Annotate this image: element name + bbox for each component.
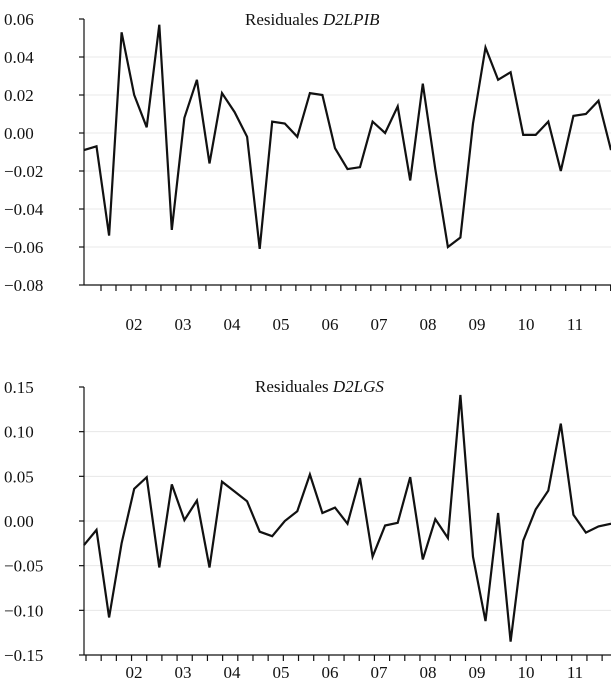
x-tick-label: 06: [322, 315, 339, 334]
y-tick-label: −0.08: [4, 276, 43, 295]
x-tick-label: 10: [518, 315, 535, 334]
chart-title-series: D2LGS: [332, 377, 385, 396]
y-tick-label: −0.10: [4, 601, 43, 620]
x-tick-label: 04: [224, 663, 242, 682]
y-tick-label: 0.04: [4, 48, 34, 67]
chart-panel-d2lgs: Residuales D2LGS 0.15 0.10 0.05 0.00 −0.05 −0…: [4, 377, 611, 682]
x-tick-label: 02: [126, 663, 143, 682]
x-tick-label: 10: [518, 663, 535, 682]
x-tick-label: 08: [420, 663, 437, 682]
x-tick-label: 04: [224, 315, 242, 334]
residual-series-line: [83, 394, 611, 642]
residual-series-line: [83, 24, 611, 250]
chart-title: Residuales D2LPIB: [245, 10, 380, 29]
x-tick-label: 11: [567, 315, 583, 334]
x-tick-label: 07: [371, 663, 389, 682]
y-tick-label: 0.06: [4, 10, 34, 29]
y-tick-label: 0.05: [4, 467, 34, 486]
x-tick-label: 05: [273, 315, 290, 334]
chart-title-series: D2LPIB: [322, 10, 380, 29]
chart-panel-d2lpib: Residuales D2LPIB 0.06 0.04 0.02 0.00 −0.02 −…: [4, 10, 611, 334]
y-tick-label: 0.02: [4, 86, 34, 105]
x-tick-label: 09: [469, 663, 486, 682]
x-tick-label: 09: [469, 315, 486, 334]
x-tick-label: 05: [273, 663, 290, 682]
chart-title-prefix: Residuales: [245, 10, 323, 29]
x-tick-label: 02: [126, 315, 143, 334]
x-tick-label: 06: [322, 663, 339, 682]
x-tick-label: 11: [567, 663, 583, 682]
y-tick-label: 0.15: [4, 378, 34, 397]
y-tick-label: −0.06: [4, 238, 43, 257]
chart-title-prefix: Residuales: [255, 377, 333, 396]
y-tick-label: 0.00: [4, 512, 34, 531]
y-tick-label: −0.02: [4, 162, 43, 181]
y-tick-label: −0.15: [4, 646, 43, 665]
x-tick-label: 03: [175, 663, 192, 682]
x-tick-label: 07: [371, 315, 389, 334]
y-tick-label: −0.05: [4, 557, 43, 576]
y-tick-label: 0.00: [4, 124, 34, 143]
chart-title: Residuales D2LGS: [255, 377, 384, 396]
y-tick-label: 0.10: [4, 423, 34, 442]
x-tick-label: 03: [175, 315, 192, 334]
x-tick-label: 08: [420, 315, 437, 334]
y-tick-label: −0.04: [4, 200, 44, 219]
